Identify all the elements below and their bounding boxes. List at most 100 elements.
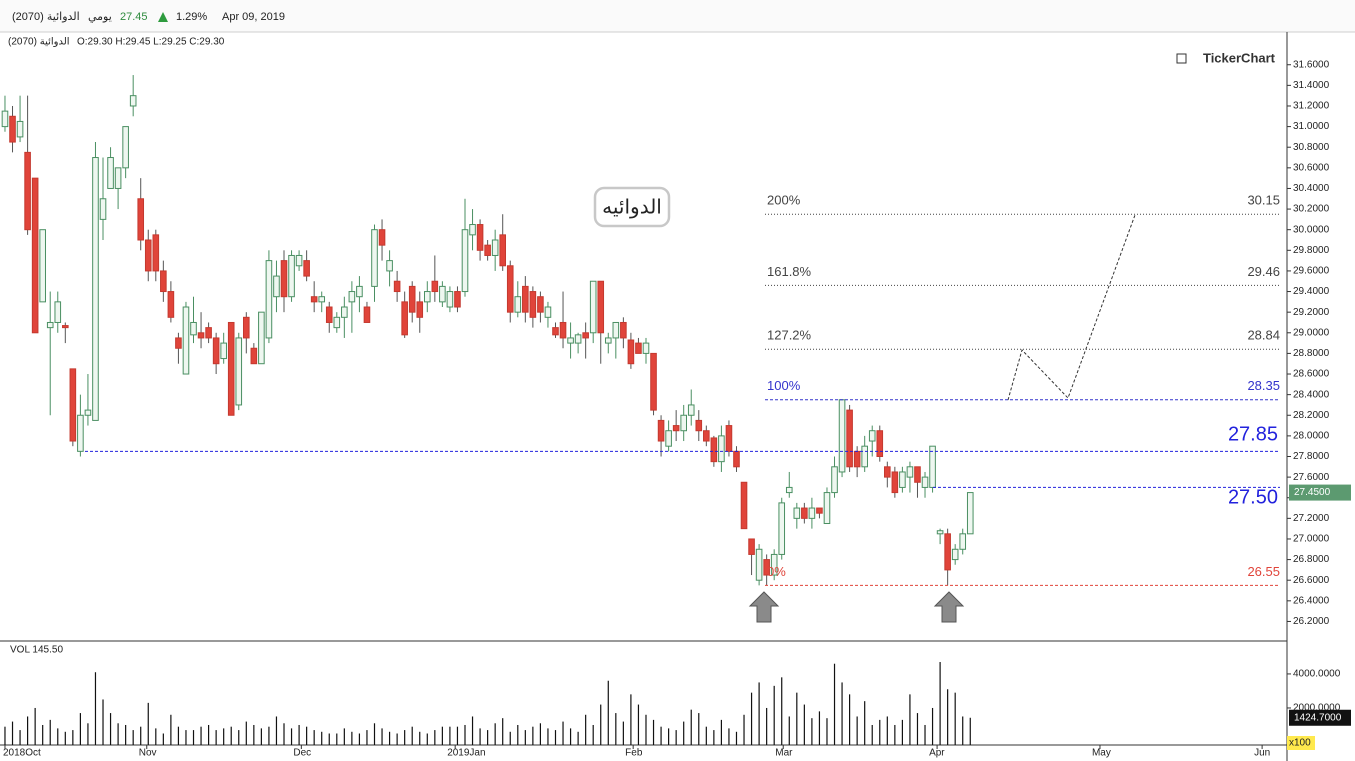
candle-body xyxy=(333,316,341,329)
candle-body xyxy=(9,115,16,143)
candle-body xyxy=(54,301,62,323)
y-tick-label: 30.0000 xyxy=(1293,224,1330,235)
candle-body xyxy=(220,342,227,360)
candle-body xyxy=(529,291,537,318)
candle-body xyxy=(242,316,250,339)
price-box-label: 27.4500 xyxy=(1294,487,1331,498)
candle-body xyxy=(801,507,808,519)
candle-body xyxy=(62,325,69,329)
y-tick-label: 31.4000 xyxy=(1293,80,1330,91)
y-tick-label: 29.6000 xyxy=(1293,266,1330,277)
y-tick-label: 29.4000 xyxy=(1293,286,1330,297)
candle-body xyxy=(567,337,574,344)
candle-body xyxy=(522,285,529,313)
y-tick-label: 29.8000 xyxy=(1293,245,1330,256)
candle-body xyxy=(341,306,348,318)
legend-name: الدوائية (2070) xyxy=(8,37,70,48)
candle-body xyxy=(16,120,24,138)
candle-body xyxy=(959,533,967,550)
candle-body xyxy=(951,548,959,561)
candle-body xyxy=(884,466,891,478)
candle-body xyxy=(190,321,197,336)
change: 1.29% xyxy=(176,11,207,23)
candle-body xyxy=(906,466,914,478)
level-value: 27.85 xyxy=(1228,424,1278,446)
candle-body xyxy=(356,285,363,298)
candle-body xyxy=(416,301,424,318)
level-name: 0% xyxy=(767,564,786,579)
candle-body xyxy=(868,430,876,442)
candle-body xyxy=(137,198,145,241)
candle-body xyxy=(446,291,454,308)
brand: TickerChart xyxy=(1203,50,1276,65)
candle-body xyxy=(831,466,838,494)
candle-body xyxy=(650,352,657,411)
candle-body xyxy=(265,260,273,339)
y-tick-label: 27.8000 xyxy=(1293,451,1330,462)
candle-body xyxy=(205,327,212,339)
y-tick-label: 30.2000 xyxy=(1293,204,1330,215)
candle-body xyxy=(604,337,612,344)
candle-body xyxy=(39,229,46,303)
candle-body xyxy=(793,507,801,519)
y-tick-label: 30.6000 xyxy=(1293,162,1330,173)
candle-body xyxy=(808,507,816,519)
price-box xyxy=(1289,484,1351,501)
candle-body xyxy=(378,229,386,246)
bottom-arrow xyxy=(748,591,780,623)
level-value: 29.46 xyxy=(1247,264,1280,279)
x-tick-label: Apr xyxy=(929,748,945,759)
candle-body xyxy=(423,291,431,303)
level-value: 30.15 xyxy=(1247,193,1280,208)
candle-body xyxy=(763,559,770,576)
y-tick-label: 31.2000 xyxy=(1293,101,1330,112)
candle-body xyxy=(69,368,77,442)
candle-body xyxy=(280,260,288,298)
callout-box xyxy=(593,186,671,228)
candle-body xyxy=(544,306,552,318)
candle-body xyxy=(695,419,703,432)
y-tick-label: 29.2000 xyxy=(1293,307,1330,318)
candle-body xyxy=(589,280,597,334)
level-value: 28.35 xyxy=(1247,378,1280,393)
candle-body xyxy=(944,533,951,571)
level-name: 200% xyxy=(767,193,801,208)
candle-body xyxy=(484,244,491,256)
y-tick-label: 31.6000 xyxy=(1293,59,1330,70)
x-tick-label: Dec xyxy=(293,748,311,759)
y-tick-label: 28.0000 xyxy=(1293,431,1330,442)
candle-body xyxy=(84,409,92,416)
overlay: 200% 30.15 161.8% 29.46 127.2% 28.84 100% 28.35… xyxy=(85,193,1351,750)
candle-body xyxy=(506,265,514,313)
unit-label: x100 xyxy=(1289,738,1311,749)
candle-body xyxy=(175,337,182,349)
candle-body xyxy=(144,239,152,272)
y-tick-label: 28.4000 xyxy=(1293,389,1330,400)
candle-body xyxy=(612,321,620,339)
candle-body xyxy=(620,321,627,339)
candle-body xyxy=(273,275,280,298)
y-tick-label: 28.8000 xyxy=(1293,348,1330,359)
candle-body xyxy=(227,321,235,416)
candle-body xyxy=(325,306,333,323)
candle-body xyxy=(235,337,243,406)
x-tick-label: May xyxy=(1092,748,1111,759)
candle-body xyxy=(680,414,687,432)
period: يومي xyxy=(88,11,112,23)
candle-body xyxy=(197,332,205,339)
candle-body xyxy=(559,321,567,339)
candle-body xyxy=(250,347,258,365)
candle-body xyxy=(936,530,944,535)
candle-body xyxy=(770,553,778,576)
candle-body xyxy=(537,296,544,313)
last-price: 27.45 xyxy=(120,11,148,23)
y-tick-label: 28.6000 xyxy=(1293,369,1330,380)
candle-body xyxy=(740,481,748,530)
candle-body xyxy=(393,280,401,293)
unit-box xyxy=(1287,736,1315,750)
candle-body xyxy=(152,234,160,272)
level-name: 161.8% xyxy=(767,264,812,279)
candle-body xyxy=(627,339,635,365)
level-value: 28.84 xyxy=(1247,328,1280,343)
